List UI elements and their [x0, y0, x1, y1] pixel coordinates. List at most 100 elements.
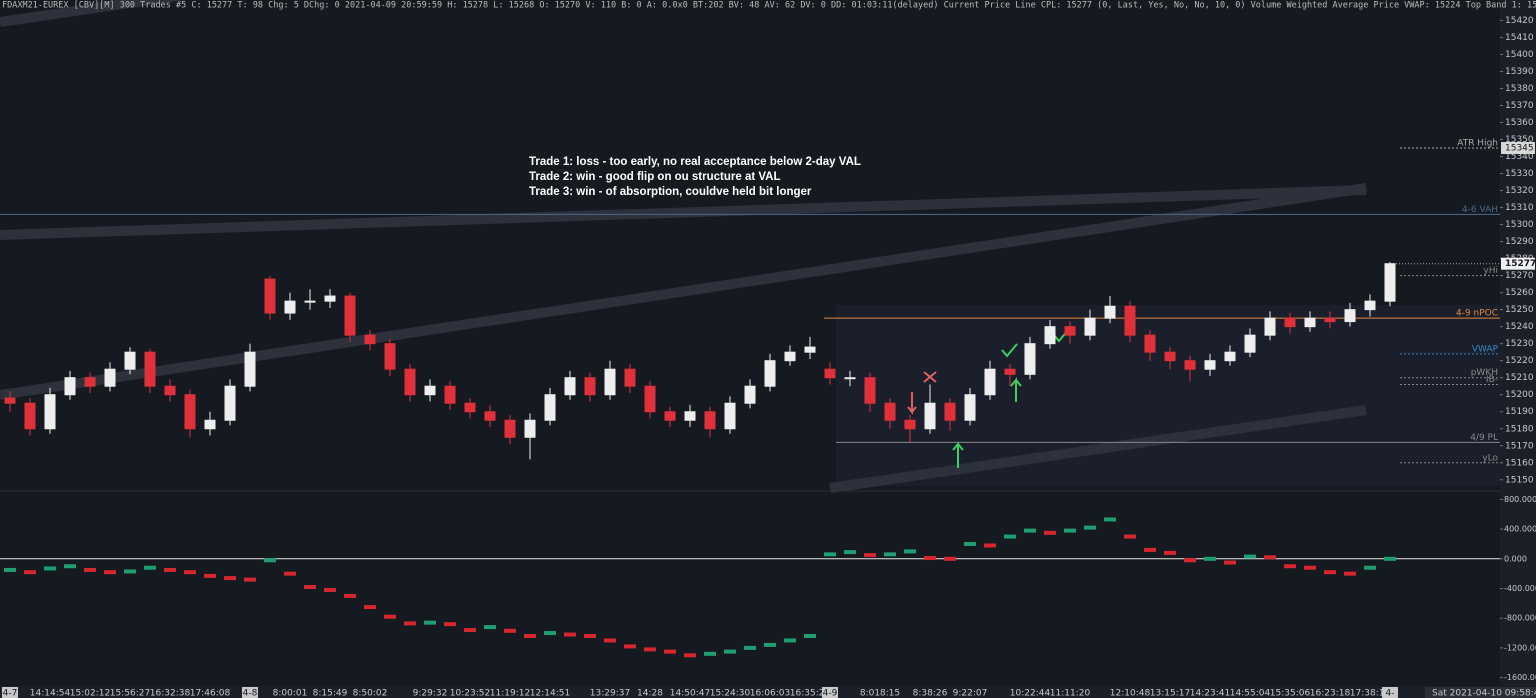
y-tick-label: 400.000 [1504, 525, 1536, 534]
y-tick-label: 15300 [1505, 220, 1534, 230]
level-label: pWKH [1471, 368, 1498, 378]
delta-bar [804, 634, 816, 639]
delta-bar [724, 649, 736, 654]
candle-body [324, 295, 336, 302]
x-tick-label: 4-8 [243, 689, 258, 698]
candle-body [1144, 334, 1156, 353]
candle-body [224, 385, 236, 421]
delta-bar [484, 625, 496, 630]
delta-bar [984, 543, 996, 548]
x-tick-label: 8:50:02 [353, 689, 388, 698]
delta-bar [1324, 570, 1336, 575]
delta-bar [384, 614, 396, 619]
y-tick-label: 15290 [1505, 237, 1534, 247]
candle-body [64, 377, 76, 396]
x-tick-label: 10:23:52 [450, 689, 490, 698]
y-tick-label: 15190 [1505, 407, 1534, 417]
x-tick-label: 11:11:20 [1050, 689, 1091, 698]
y-tick-label: -1200.000 [1504, 643, 1536, 652]
y-tick-label: 800.000 [1504, 495, 1536, 504]
delta-bar [1284, 564, 1296, 569]
candle-body [564, 377, 576, 396]
delta-bar [564, 632, 576, 637]
delta-bar [4, 567, 16, 572]
candle-body [684, 411, 696, 421]
candle-body [924, 402, 936, 430]
y-tick-label: 15260 [1505, 288, 1534, 298]
delta-bar [824, 552, 836, 557]
candle-body [44, 394, 56, 430]
x-tick-label: 14:28 [637, 689, 663, 698]
x-tick-label: 15:24:30 [710, 689, 751, 698]
x-tick-label: 13:29:37 [590, 689, 630, 698]
delta-bar [104, 570, 116, 575]
candle-body [744, 385, 756, 404]
y-tick-label: 15180 [1505, 424, 1534, 434]
candle-body [84, 377, 96, 387]
candle-body [284, 300, 296, 314]
delta-bar [864, 553, 876, 558]
candle-body [24, 402, 36, 430]
y-tick-label: 0.000 [1504, 554, 1527, 563]
candle-body [604, 368, 616, 396]
delta-bar [624, 644, 636, 649]
day-box [2, 687, 18, 698]
delta-bar [64, 564, 76, 569]
x-tick-label: 12:10:48 [1110, 689, 1151, 698]
y-tick-label: 15370 [1505, 101, 1534, 111]
candle-body [1044, 326, 1056, 345]
trade-marker [907, 392, 917, 415]
delta-bar [1044, 530, 1056, 535]
y-tick-label: -1600.000 [1504, 673, 1536, 682]
y-tick-label: 15250 [1505, 305, 1534, 315]
candle-body [1264, 317, 1276, 336]
x-tick-label: 12:14:51 [530, 689, 570, 698]
delta-bar [1304, 565, 1316, 570]
level-label: VWAP [1472, 344, 1499, 354]
x-tick-label: 16:32:38 [150, 689, 191, 698]
y-tick-label: 15350 [1505, 135, 1534, 145]
x-tick-label: 15:56:27 [110, 689, 150, 698]
candle-body [984, 368, 996, 396]
candle-body [824, 368, 836, 379]
candle-body [764, 360, 776, 387]
x-tick-label: 13:15:17 [1150, 689, 1190, 698]
value-area [836, 305, 1500, 486]
x-axis-panel [0, 686, 1536, 698]
delta-bar [604, 638, 616, 643]
level-box [1501, 142, 1535, 155]
delta-bar [424, 620, 436, 625]
y-tick-label: 15410 [1505, 33, 1534, 43]
candle-body [784, 351, 796, 362]
candle-body [1224, 351, 1236, 362]
x-tick-label: 11:19:12 [490, 689, 530, 698]
delta-bar [464, 628, 476, 633]
x-tick-label: 8:01 [860, 689, 880, 698]
delta-bar [684, 653, 696, 658]
delta-bar [144, 565, 156, 570]
candle-body [1124, 305, 1136, 336]
delta-bar [444, 622, 456, 627]
candle-body [124, 351, 136, 370]
candle-body [724, 402, 736, 430]
annotation: Trade 1: loss - too early, no real accep… [529, 156, 861, 168]
delta-bar [1164, 550, 1176, 555]
x-tick-label: 9:29:32 [413, 689, 448, 698]
delta-bar [1084, 525, 1096, 530]
candle-body [1384, 263, 1396, 302]
delta-bar [44, 566, 56, 571]
y-tick-label: 15230 [1505, 339, 1534, 349]
delta-bar [344, 593, 356, 598]
candle-body [964, 394, 976, 421]
y-tick-label: 15360 [1505, 118, 1534, 128]
x-tick-label: 14:50:47 [670, 689, 710, 698]
delta-bar [924, 556, 936, 561]
level-label: 4-6 VAH [1462, 205, 1498, 215]
annotation: Trade 3: win - of absorption, couldve he… [529, 186, 812, 198]
candle-body [1324, 317, 1336, 323]
delta-bar [204, 573, 216, 578]
day-box [822, 687, 838, 698]
candle-body [304, 300, 316, 303]
day-box [242, 687, 258, 698]
candle-body [144, 351, 156, 387]
